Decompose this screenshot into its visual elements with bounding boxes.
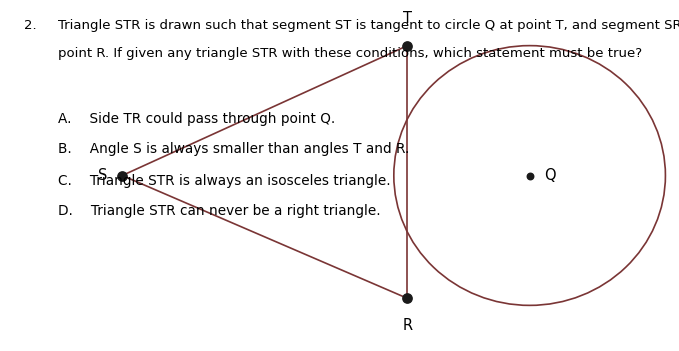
Point: [402, 43, 413, 48]
Text: A.  Side TR could pass through point Q.: A. Side TR could pass through point Q.: [58, 112, 335, 126]
Text: Triangle STR is drawn such that segment ST is tangent to circle Q at point T, an: Triangle STR is drawn such that segment …: [58, 19, 679, 32]
Text: T: T: [403, 11, 412, 26]
Text: 2.: 2.: [24, 19, 37, 32]
Point: [402, 296, 413, 301]
Point: [117, 173, 128, 178]
Text: R: R: [403, 318, 412, 333]
Text: B.  Angle S is always smaller than angles T and R.: B. Angle S is always smaller than angles…: [58, 142, 409, 156]
Point: [524, 173, 535, 178]
Text: S: S: [98, 168, 107, 183]
Text: C.  Triangle STR is always an isosceles triangle.: C. Triangle STR is always an isosceles t…: [58, 174, 390, 188]
Text: Q: Q: [545, 168, 556, 183]
Text: point R. If given any triangle STR with these conditions, which statement must b: point R. If given any triangle STR with …: [58, 47, 642, 60]
Text: D.  Triangle STR can never be a right triangle.: D. Triangle STR can never be a right tri…: [58, 204, 380, 218]
